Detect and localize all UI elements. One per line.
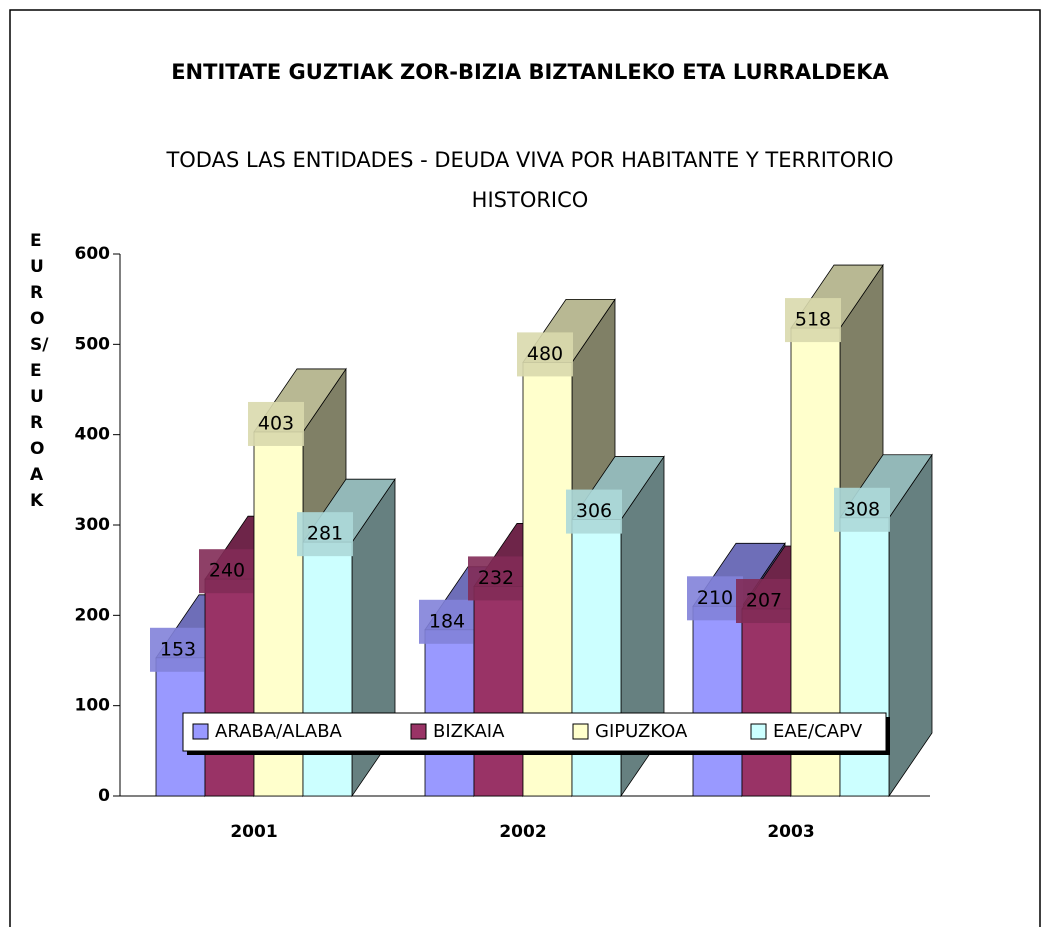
x-tick-label: 2003 [767,822,814,842]
bar-front [692,605,743,797]
y-tick-label: 0 [98,786,110,806]
value-label-box [736,579,792,624]
y-tick-label: 100 [75,696,111,716]
value-label: 207 [746,590,782,612]
chart-subtitle: TODAS LAS ENTIDADES - DEUDA VIVA POR HAB… [166,148,894,212]
value-label: 210 [697,587,733,609]
y-tick-label: 400 [75,425,111,445]
chart-title: ENTITATE GUZTIAK ZOR-BIZIA BIZTANLEKO ET… [171,60,889,84]
value-label: 403 [258,412,294,434]
value-label: 281 [307,523,343,545]
value-label: 518 [795,309,831,331]
chart-border [9,9,1041,927]
value-label-box [199,549,255,594]
value-label: 153 [160,638,196,660]
bar-front [741,608,792,797]
x-tick-label: 2002 [499,822,546,842]
value-label: 232 [478,567,514,589]
bar-front [204,578,255,797]
value-label-box [834,487,890,532]
value-label-box [468,556,524,601]
legend-swatch [750,723,767,740]
value-label-box [785,298,841,343]
value-label-box [150,627,206,672]
value-label-box [419,599,475,644]
y-tick-label: 300 [75,515,111,535]
value-label-box [566,489,622,534]
legend-swatch [410,723,427,740]
y-tick-label: 200 [75,605,111,625]
value-label-box [687,576,743,621]
y-tick-label: 600 [75,244,111,264]
value-label: 240 [209,560,245,582]
legend-label: EAE/CAPV [773,721,863,742]
bar-front [302,541,353,797]
value-label: 306 [576,500,612,522]
legend-label: GIPUZKOA [595,721,688,742]
legend-label: BIZKAIA [433,721,505,742]
legend-swatch [572,723,589,740]
bar-front [473,586,524,797]
value-label: 184 [429,610,465,632]
y-axis-label: EUROS/EUROAK [30,231,49,511]
y-tick-label: 500 [75,334,111,354]
legend-box [182,712,887,752]
value-label-box [517,332,573,377]
value-label: 480 [527,343,563,365]
legend-label: ARABA/ALABA [215,721,343,742]
value-label-box [248,401,304,446]
legend-swatch [192,723,209,740]
value-label-box [297,512,353,557]
x-tick-label: 2001 [230,822,277,842]
value-label: 308 [844,498,880,520]
